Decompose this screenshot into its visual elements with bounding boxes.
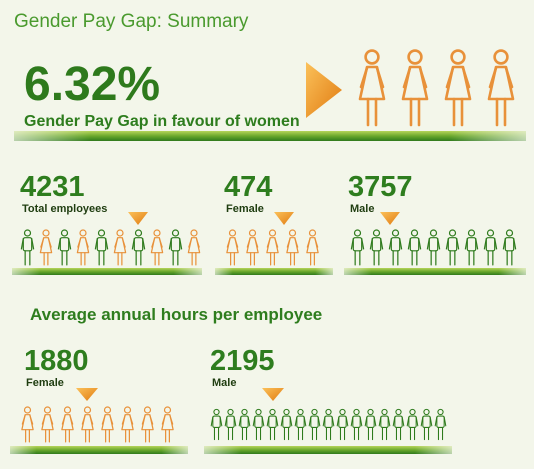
man-icon bbox=[131, 229, 146, 266]
man-icon bbox=[445, 229, 460, 266]
man-icon bbox=[294, 408, 307, 441]
woman-icon bbox=[113, 229, 127, 266]
male-label: Male bbox=[350, 203, 374, 215]
man-icon bbox=[336, 408, 349, 441]
woman-icon bbox=[306, 229, 319, 266]
woman-icon bbox=[61, 406, 74, 443]
woman-icon bbox=[266, 229, 279, 266]
man-icon bbox=[369, 229, 384, 266]
man-icon bbox=[364, 408, 377, 441]
woman-icon bbox=[187, 229, 201, 266]
ground-fade bbox=[344, 268, 526, 275]
man-icon bbox=[322, 408, 335, 441]
man-icon bbox=[350, 408, 363, 441]
man-icon bbox=[426, 229, 441, 266]
man-icon bbox=[168, 229, 183, 266]
pointer-triangle bbox=[262, 388, 284, 401]
woman-icon bbox=[161, 406, 174, 443]
woman-icon bbox=[41, 406, 54, 443]
man-icon bbox=[308, 408, 321, 441]
ground-fade bbox=[215, 268, 333, 275]
pointer-triangle bbox=[128, 212, 148, 225]
man-icon bbox=[406, 408, 419, 441]
man-icon bbox=[280, 408, 293, 441]
woman-icon bbox=[81, 406, 94, 443]
man-icon bbox=[252, 408, 265, 441]
man-icon bbox=[392, 408, 405, 441]
woman-icon bbox=[76, 229, 90, 266]
headline-label: Gender Pay Gap in favour of women bbox=[24, 113, 300, 130]
man-icon bbox=[57, 229, 72, 266]
hours-male-value: 2195 bbox=[210, 345, 275, 377]
title: Gender Pay Gap: Summary bbox=[14, 11, 249, 32]
woman-icon bbox=[226, 229, 239, 266]
female-value: 474 bbox=[224, 171, 272, 203]
man-icon bbox=[210, 408, 223, 441]
man-icon bbox=[483, 229, 498, 266]
hours-female-label: Female bbox=[26, 377, 64, 389]
man-icon bbox=[502, 229, 517, 266]
man-icon bbox=[407, 229, 422, 266]
man-icon bbox=[224, 408, 237, 441]
woman-icon bbox=[487, 49, 515, 127]
female-label: Female bbox=[226, 203, 264, 215]
man-icon bbox=[350, 229, 365, 266]
man-icon bbox=[94, 229, 109, 266]
man-icon bbox=[238, 408, 251, 441]
woman-icon bbox=[21, 406, 34, 443]
ground-fade bbox=[12, 268, 202, 275]
man-icon bbox=[388, 229, 403, 266]
ground-fade bbox=[10, 446, 188, 454]
ground-fade bbox=[204, 446, 452, 454]
man-icon bbox=[420, 408, 433, 441]
woman-icon bbox=[286, 229, 299, 266]
pointer-triangle bbox=[274, 212, 294, 225]
total-value: 4231 bbox=[20, 171, 85, 203]
woman-icon bbox=[444, 49, 472, 127]
woman-icon bbox=[358, 49, 386, 127]
woman-icon bbox=[401, 49, 429, 127]
woman-icon bbox=[101, 406, 114, 443]
ground-fade bbox=[14, 131, 526, 141]
woman-icon bbox=[141, 406, 154, 443]
woman-icon bbox=[150, 229, 164, 266]
woman-icon bbox=[39, 229, 53, 266]
hours-title: Average annual hours per employee bbox=[30, 305, 322, 324]
man-icon bbox=[464, 229, 479, 266]
male-value: 3757 bbox=[348, 171, 413, 203]
hours-male-label: Male bbox=[212, 377, 236, 389]
man-icon bbox=[378, 408, 391, 441]
pointer-triangle bbox=[306, 62, 342, 118]
headline-value: 6.32% bbox=[24, 58, 160, 111]
woman-icon bbox=[121, 406, 134, 443]
hours-female-value: 1880 bbox=[24, 345, 89, 377]
man-icon bbox=[20, 229, 35, 266]
man-icon bbox=[266, 408, 279, 441]
woman-icon bbox=[246, 229, 259, 266]
total-label: Total employees bbox=[22, 203, 107, 215]
pointer-triangle bbox=[380, 212, 400, 225]
man-icon bbox=[434, 408, 447, 441]
pointer-triangle bbox=[76, 388, 98, 401]
